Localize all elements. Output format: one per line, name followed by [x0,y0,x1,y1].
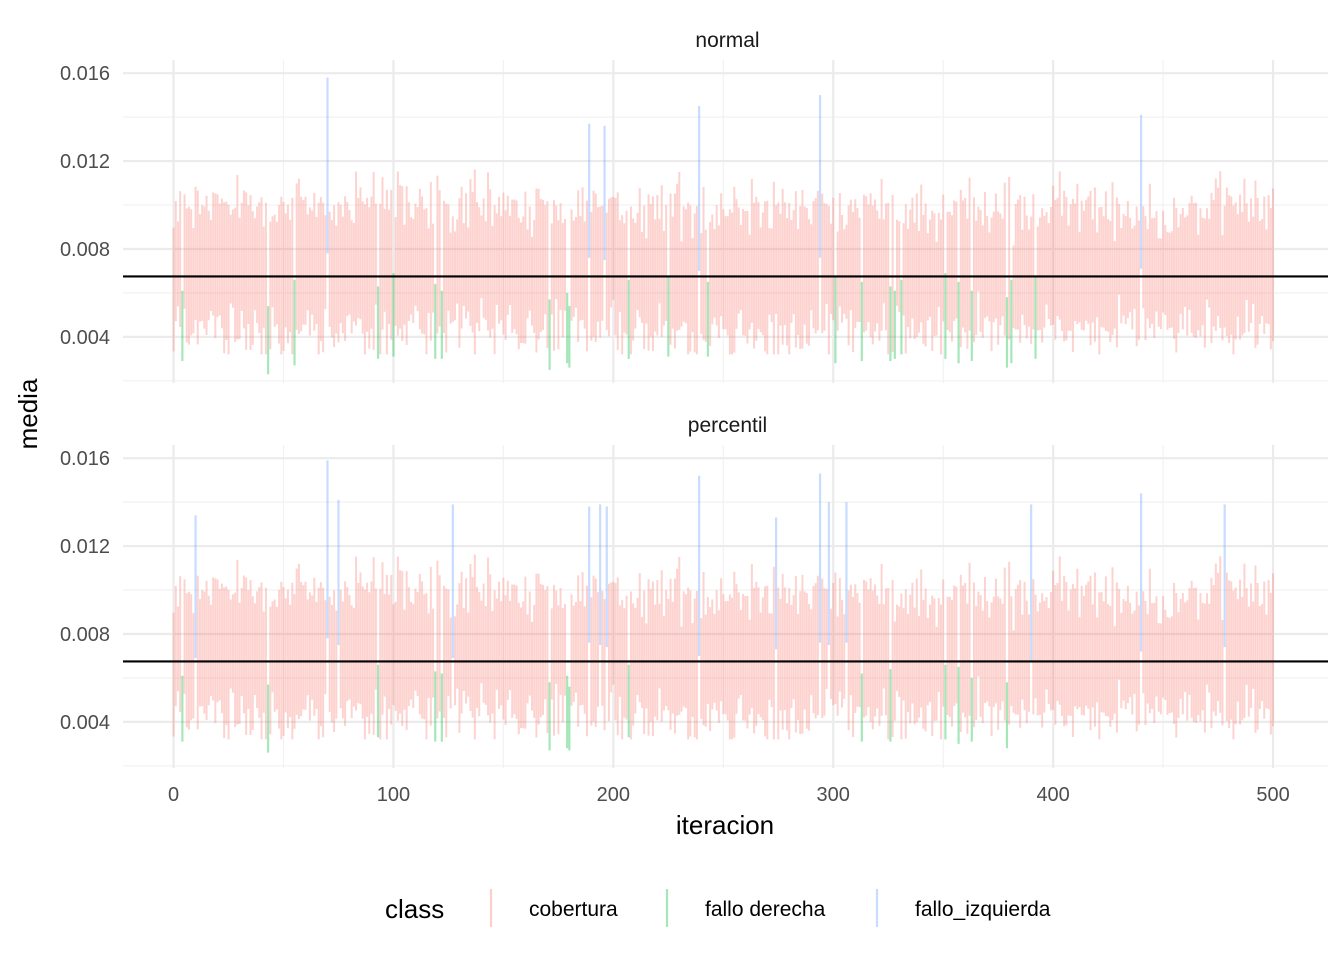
series-fallo-derecha [181,664,1009,753]
gridlines [123,445,1328,768]
panel-strip-label: normal [695,29,759,52]
x-tick-label: 400 [1036,784,1069,806]
x-tick-label: 500 [1256,784,1289,806]
y-tick-label: 0.008 [60,239,110,261]
x-axis-title: iteracion [676,810,774,840]
y-tick-label: 0.016 [60,63,110,85]
series-cobertura [172,554,1275,740]
legend-label: cobertura [529,898,618,921]
y-tick-label: 0.012 [60,536,110,558]
series-cobertura [172,169,1275,355]
legend-label: fallo_izquierda [915,898,1051,921]
y-tick-label: 0.008 [60,624,110,646]
series-fallo-izquierda [326,77,1143,271]
legend-item: fallo derecha [665,889,826,927]
legend-title: class [385,894,444,924]
panel-percentil: percentil 0.004 0.008 0.012 0.016 [60,414,1328,768]
x-tick-label: 300 [817,784,850,806]
series-fallo-izquierda [194,460,1226,661]
y-tick-label: 0.016 [60,448,110,470]
y-tick-label: 0.004 [60,712,110,734]
legend: class cobertura fallo derecha fallo_izquie… [385,889,1051,927]
y-tick-label: 0.004 [60,327,110,349]
panel-strip-label: percentil [688,414,767,437]
x-tick-label: 100 [377,784,410,806]
y-axis-title: media [13,378,43,449]
legend-item: fallo_izquierda [875,889,1051,927]
panel-normal: normal 0.004 0.008 0.012 0.016 [60,29,1328,383]
x-tick-label: 0 [168,784,179,806]
legend-label: fallo derecha [705,898,826,921]
legend-item: cobertura [489,889,618,927]
series-fallo-derecha [181,273,1037,375]
gridlines [123,60,1328,383]
x-tick-label: 200 [597,784,630,806]
y-tick-label: 0.012 [60,151,110,173]
